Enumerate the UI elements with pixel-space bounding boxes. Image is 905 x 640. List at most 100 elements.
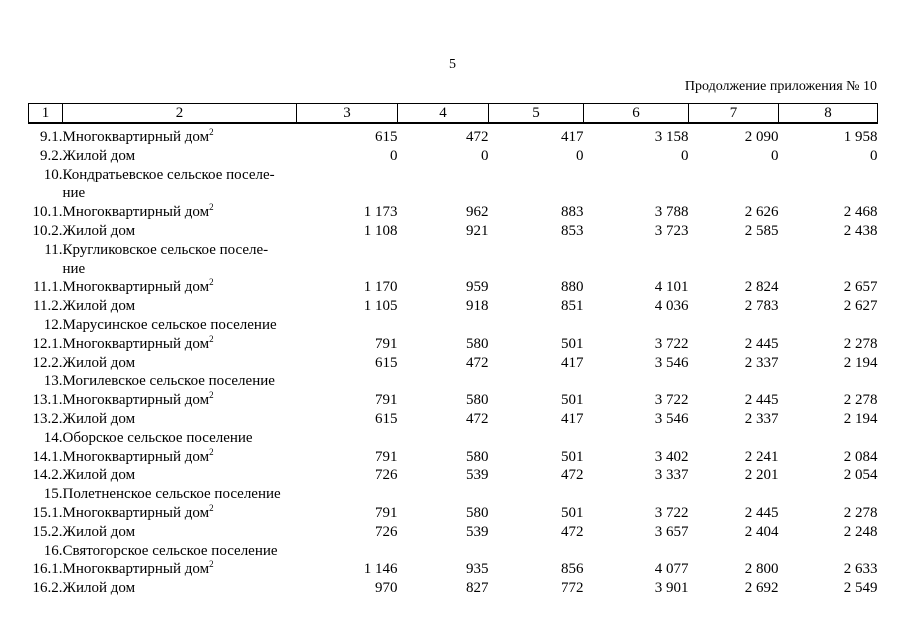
- cell-value: 2 824: [744, 279, 779, 296]
- cell-value: [398, 372, 489, 391]
- cell-value: 417: [561, 129, 584, 145]
- cell-value: 3 546: [654, 410, 689, 427]
- cell-value: 2 337: [744, 354, 779, 371]
- cell-value: 472: [466, 129, 489, 145]
- cell-value: 918: [466, 298, 489, 315]
- column-header-8: 8: [778, 103, 878, 124]
- row-label: Многоквартирный дом2: [62, 390, 214, 409]
- cell-value: [584, 316, 689, 335]
- footnote-marker: 2: [209, 333, 214, 344]
- row-number: 16.: [43, 542, 63, 559]
- section-row: 10. Кондратьевское сельское поселе-ние: [29, 166, 878, 204]
- row-number: 12.: [43, 316, 63, 333]
- row-label: Жилой дом: [62, 147, 136, 164]
- cell-value: 615: [375, 410, 398, 427]
- cell-value: [779, 241, 878, 279]
- continuation-label: Продолжение приложения № 10: [684, 79, 877, 94]
- row-number: 10.2.: [32, 222, 63, 239]
- cell-value: [689, 429, 779, 448]
- cell-value: 0: [681, 147, 689, 164]
- cell-value: 2 445: [744, 392, 779, 409]
- cell-value: 580: [466, 392, 489, 409]
- column-header-6: 6: [583, 103, 689, 124]
- cell-value: 3 722: [654, 392, 689, 409]
- row-number: 9.1.: [40, 129, 63, 145]
- row-number: 15.1.: [32, 504, 63, 521]
- cell-value: 962: [466, 204, 489, 221]
- cell-value: 2 090: [744, 129, 779, 145]
- row-label: Оборское сельское поселение: [62, 429, 253, 446]
- row-label: Жилой дом: [62, 580, 136, 597]
- cell-value: [584, 372, 689, 391]
- cell-value: [584, 241, 689, 279]
- cell-value: [779, 316, 878, 335]
- cell-value: 2 627: [843, 298, 878, 315]
- cell-value: 2 278: [843, 335, 878, 352]
- cell-value: [297, 372, 398, 391]
- cell-value: 959: [466, 279, 489, 296]
- cell-value: [584, 485, 689, 504]
- row-number: 12.1.: [32, 335, 63, 352]
- cell-value: 883: [561, 204, 584, 221]
- cell-value: 827: [466, 580, 489, 597]
- cell-value: [398, 241, 489, 279]
- cell-value: [297, 485, 398, 504]
- cell-value: 2 445: [744, 504, 779, 521]
- cell-value: 2 783: [744, 298, 779, 315]
- footnote-marker: 2: [209, 390, 214, 401]
- cell-value: [297, 166, 398, 204]
- cell-value: [489, 372, 584, 391]
- footnote-marker: 2: [209, 127, 214, 137]
- footnote-marker: 2: [209, 446, 214, 457]
- cell-value: 2 657: [843, 279, 878, 296]
- footnote-marker: 2: [209, 202, 214, 213]
- column-header-1: 1: [28, 103, 63, 124]
- cell-value: [297, 316, 398, 335]
- column-header-5: 5: [488, 103, 584, 124]
- appendix-table: 1 2 3 4 5 6 7 8 9.1. Многоквартирный дом2…: [28, 103, 878, 598]
- cell-value: 791: [375, 448, 398, 465]
- cell-value: [689, 372, 779, 391]
- cell-value: 539: [466, 467, 489, 484]
- cell-value: 2 201: [744, 467, 779, 484]
- row-number: 15.2.: [32, 523, 63, 540]
- row-label: Полетненское сельское поселение: [62, 486, 281, 503]
- cell-value: [689, 316, 779, 335]
- cell-value: [689, 542, 779, 561]
- cell-value: 2 278: [843, 392, 878, 409]
- cell-value: 2 084: [843, 448, 878, 465]
- row-number: 13.: [43, 373, 63, 390]
- cell-value: [398, 316, 489, 335]
- cell-value: 417: [561, 354, 584, 371]
- table-row: 15.1. Многоквартирный дом2 791 580 501 3 722 2…: [29, 503, 878, 523]
- row-label: Жилой дом: [62, 298, 136, 315]
- cell-value: 417: [561, 410, 584, 427]
- column-header-2: 2: [62, 103, 297, 124]
- cell-value: 2 404: [744, 523, 779, 540]
- cell-value: 501: [561, 504, 584, 521]
- section-row: 16. Святогорское сельское поселение: [29, 542, 878, 561]
- row-label: Жилой дом: [62, 410, 136, 427]
- cell-value: [779, 166, 878, 204]
- table-row: 13.2. Жилой дом 615 472 417 3 546 2 337 2 194: [29, 410, 878, 429]
- cell-value: 580: [466, 448, 489, 465]
- table-row: 10.1. Многоквартирный дом2 1 173 962 883 3 78…: [29, 203, 878, 222]
- cell-value: [398, 485, 489, 504]
- cell-value: 3 722: [654, 504, 689, 521]
- row-label: Марусинское сельское поселение: [62, 316, 277, 333]
- cell-value: 791: [375, 335, 398, 352]
- cell-value: [779, 542, 878, 561]
- row-label: Жилой дом: [62, 467, 136, 484]
- cell-value: 1 108: [363, 222, 398, 239]
- cell-value: 3 657: [654, 523, 689, 540]
- table-row: 14.1. Многоквартирный дом2 791 580 501 3 402 2…: [29, 446, 878, 467]
- cell-value: 0: [771, 147, 779, 164]
- cell-value: 1 170: [363, 279, 398, 296]
- cell-value: 1 173: [363, 204, 398, 221]
- cell-value: 0: [576, 147, 584, 164]
- row-label: Многоквартирный дом2: [62, 333, 214, 352]
- cell-value: 2 054: [843, 467, 878, 484]
- cell-value: [297, 429, 398, 448]
- row-label: Многоквартирный дом2: [62, 202, 214, 221]
- cell-value: 3 337: [654, 467, 689, 484]
